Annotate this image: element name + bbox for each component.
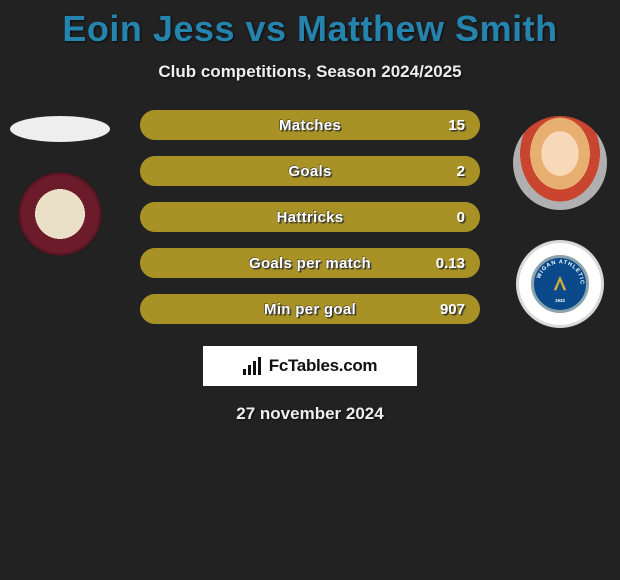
branding-box: FcTables.com — [203, 346, 417, 386]
right-column: WIGAN ATHLETIC 1932 — [500, 110, 620, 328]
wigan-ring-text-icon: WIGAN ATHLETIC 1932 — [534, 258, 586, 310]
player-photo-left — [10, 116, 110, 142]
subtitle: Club competitions, Season 2024/2025 — [158, 62, 461, 82]
page-title: Eoin Jess vs Matthew Smith — [62, 8, 557, 50]
club-crest-right: WIGAN ATHLETIC 1932 — [516, 240, 604, 328]
stat-label: Goals per match — [249, 255, 371, 272]
comparison-card: Eoin Jess vs Matthew Smith Club competit… — [0, 0, 620, 424]
stat-bar: Goals per match 0.13 — [140, 248, 480, 278]
branding-text: FcTables.com — [269, 356, 378, 376]
stat-label: Min per goal — [264, 301, 356, 318]
date-line: 27 november 2024 — [236, 404, 383, 424]
left-column — [0, 110, 120, 256]
stat-value-right: 0.13 — [436, 255, 465, 272]
stat-value-right: 907 — [440, 301, 465, 318]
content-row: Matches 15 Goals 2 Hattricks 0 Goals per match… — [0, 110, 620, 328]
bar-chart-icon — [243, 357, 263, 375]
stat-label: Matches — [279, 117, 341, 134]
stat-label: Hattricks — [277, 209, 344, 226]
stat-bar: Matches 15 — [140, 110, 480, 140]
stat-bar: Hattricks 0 — [140, 202, 480, 232]
stat-value-right: 15 — [448, 117, 465, 134]
stats-column: Matches 15 Goals 2 Hattricks 0 Goals per match… — [120, 110, 500, 324]
wigan-inner-circle-icon: WIGAN ATHLETIC 1932 — [531, 255, 589, 313]
stat-bar: Goals 2 — [140, 156, 480, 186]
club-crest-left — [18, 172, 102, 256]
stat-value-right: 2 — [457, 163, 465, 180]
svg-text:1932: 1932 — [555, 298, 565, 303]
stat-label: Goals — [288, 163, 331, 180]
stat-bar: Min per goal 907 — [140, 294, 480, 324]
stat-value-right: 0 — [457, 209, 465, 226]
svg-text:WIGAN ATHLETIC: WIGAN ATHLETIC — [536, 259, 585, 285]
player-photo-right — [513, 116, 607, 210]
